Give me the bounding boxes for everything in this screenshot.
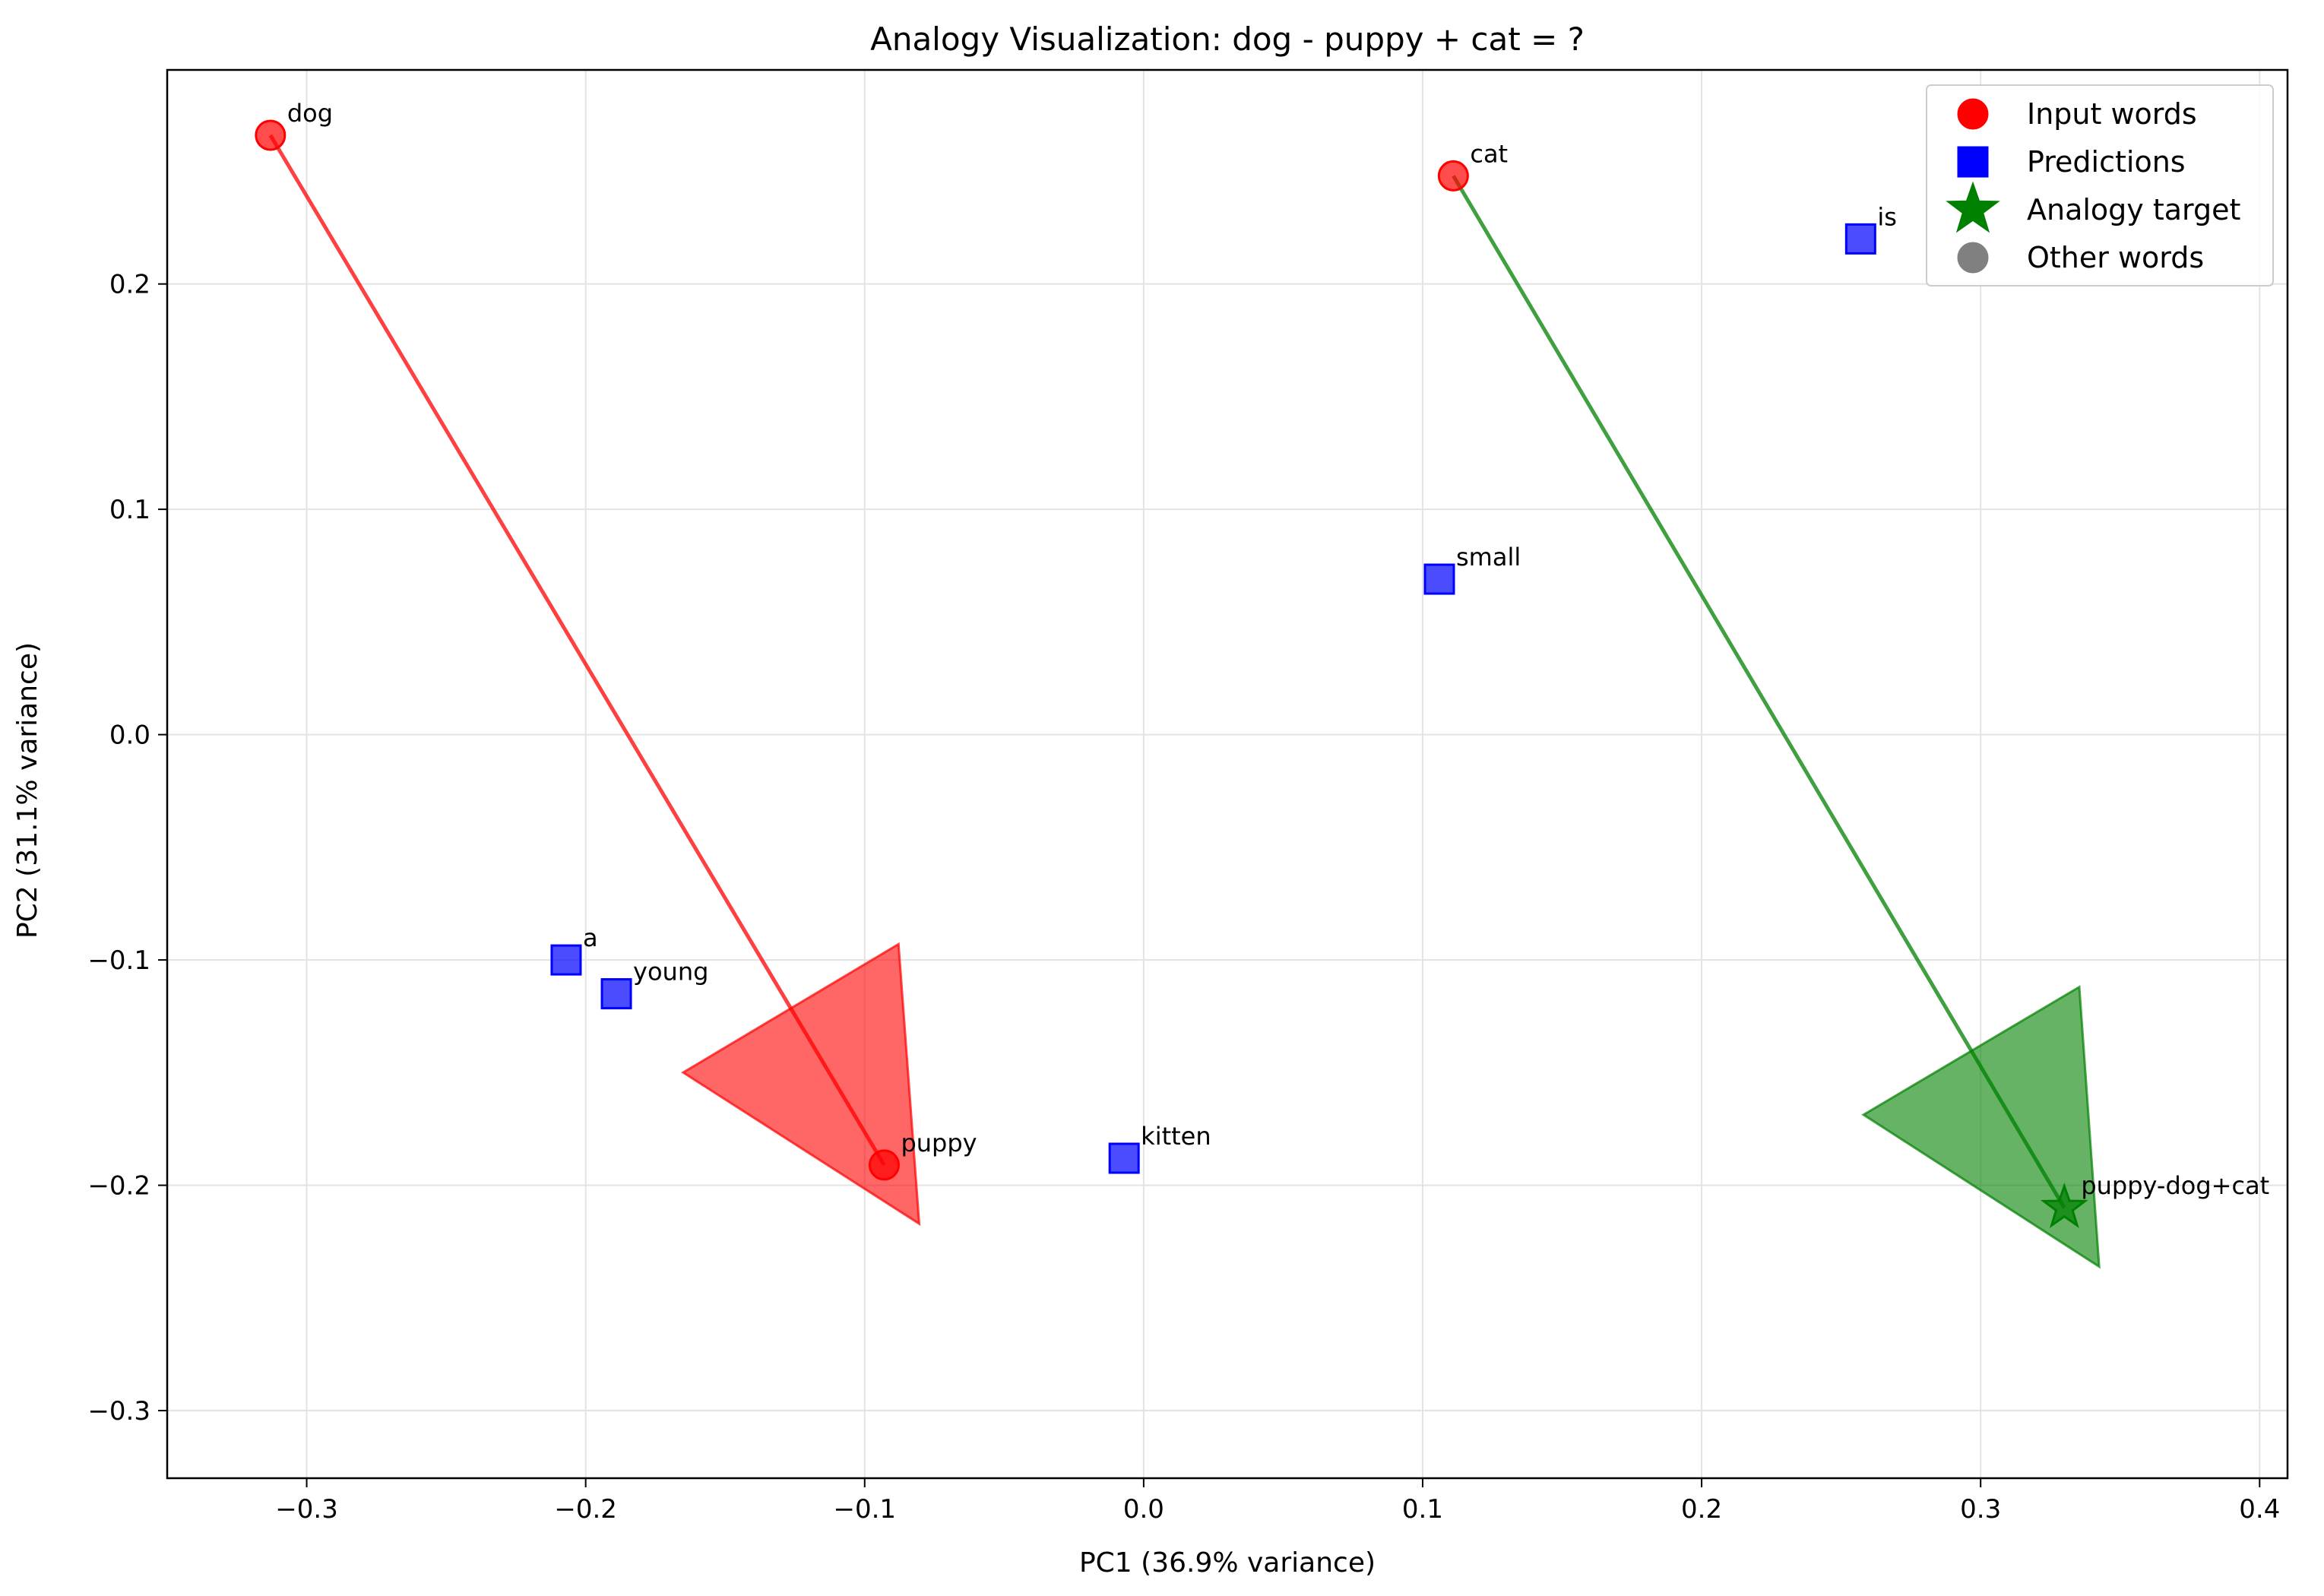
y-tick-label: 0.1 (109, 495, 150, 525)
point-label-puppy-dog-cat: puppy-dog+cat (2081, 1171, 2269, 1200)
legend-label-predictions: Predictions (2027, 145, 2186, 179)
point-is (1844, 223, 1876, 255)
x-tick-label: −0.3 (275, 1494, 338, 1525)
point-puppy-dog-cat (2040, 1183, 2088, 1229)
arrow-layer (268, 134, 2101, 1269)
point-label-dog: dog (287, 99, 333, 128)
x-tick-label: 0.2 (1681, 1494, 1722, 1525)
y-tick-label: −0.3 (87, 1396, 150, 1427)
point-label-layer: dog cat puppy is small a young kitten puppy-dog+… (287, 99, 2269, 1200)
point-label-young: young (633, 958, 708, 986)
point-young (600, 978, 632, 1010)
point-label-small: small (1456, 543, 1521, 572)
y-tick-label: 0.0 (109, 720, 150, 751)
point-label-cat: cat (1470, 139, 1508, 168)
point-label-puppy: puppy (901, 1129, 977, 1157)
legend-label-other-words: Other words (2027, 241, 2204, 274)
point-kitten (1108, 1142, 1140, 1174)
legend-label-input-words: Input words (2027, 97, 2197, 131)
point-label-a: a (583, 923, 598, 952)
plot-frame (166, 68, 2289, 1480)
arrow-dog-to-puppy-shaft (268, 134, 886, 1167)
x-tick-label: 0.0 (1123, 1494, 1164, 1525)
y-tick-label: −0.2 (87, 1171, 150, 1202)
point-dog (255, 119, 287, 151)
point-a (550, 944, 582, 976)
arrow-cat-to-puppy-dog-cat-shaft (1452, 175, 2066, 1209)
point-small (1423, 563, 1455, 595)
legend-marker-other-words (1957, 242, 1989, 274)
legend-marker-analogy-target (1946, 181, 2000, 233)
y-tick-label: −0.1 (87, 945, 150, 976)
x-tick-label: 0.4 (2239, 1494, 2280, 1525)
arrow-dog-to-puppy-head (680, 942, 921, 1227)
legend-frame (1926, 84, 2274, 287)
legend-marker-predictions (1957, 146, 1989, 178)
point-layer (255, 119, 2088, 1229)
arrow-cat-to-puppy-dog-cat-head (1861, 985, 2101, 1269)
point-puppy (868, 1149, 900, 1181)
x-axis-label: PC1 (36.9% variance) (1079, 1547, 1376, 1579)
y-axis-ticks: −0.3 −0.2 −0.1 0.0 0.1 0.2 (87, 270, 167, 1427)
point-label-is: is (1877, 202, 1897, 231)
x-tick-label: −0.1 (833, 1494, 896, 1525)
chart-title: Analogy Visualization: dog - puppy + cat… (870, 21, 1585, 58)
x-axis-ticks: −0.3 −0.2 −0.1 0.0 0.1 0.2 0.3 0.4 (275, 1478, 2280, 1525)
x-tick-label: 0.3 (1960, 1494, 2001, 1525)
x-tick-label: 0.1 (1402, 1494, 1443, 1525)
y-axis-label: PC2 (31.1% variance) (12, 642, 43, 939)
legend-label-analogy-target: Analogy target (2027, 193, 2240, 226)
legend: Input words Predictions Analogy target Othe… (1926, 84, 2274, 287)
x-tick-label: −0.2 (554, 1494, 617, 1525)
grid (167, 70, 2288, 1478)
legend-marker-input-words (1957, 98, 1989, 130)
y-tick-label: 0.2 (109, 270, 150, 300)
point-cat (1437, 160, 1469, 192)
point-label-kitten: kitten (1141, 1122, 1211, 1151)
